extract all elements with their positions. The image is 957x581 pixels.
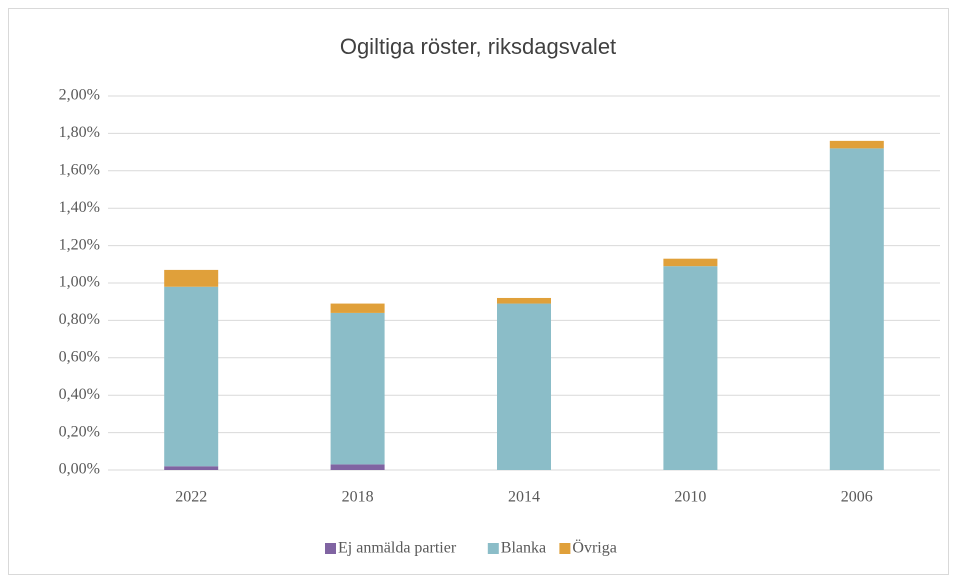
bar-segment <box>497 297 551 304</box>
bar-segment <box>164 269 219 287</box>
legend-swatch <box>559 543 571 554</box>
y-tick-label: 0,40% <box>59 386 100 403</box>
y-tick-label: 1,40% <box>59 199 100 216</box>
y-tick-label: 1,80% <box>59 124 100 141</box>
bar-segment <box>497 303 551 470</box>
legend-label: Ej anmälda partier <box>338 540 457 557</box>
bar-segment <box>330 464 385 470</box>
bar-segment <box>829 148 884 471</box>
y-tick-label: 2,00% <box>59 87 100 104</box>
x-tick-label: 2018 <box>342 489 374 506</box>
bar-segment <box>663 258 718 267</box>
bar-segment <box>330 312 385 465</box>
bar-segment <box>663 266 718 470</box>
x-tick-label: 2006 <box>841 489 873 506</box>
y-tick-label: 0,80% <box>59 311 100 328</box>
bar-segment <box>330 303 385 313</box>
chart-title: Ogiltiga röster, riksdagsvalet <box>340 34 616 59</box>
legend-swatch <box>325 543 336 554</box>
y-tick-label: 1,20% <box>59 236 100 253</box>
y-tick-label: 1,60% <box>59 161 100 178</box>
x-tick-label: 2022 <box>175 489 207 506</box>
bar-segment <box>164 286 219 467</box>
legend-swatch <box>487 543 499 554</box>
bar-segment <box>164 466 219 470</box>
y-tick-label: 0,00% <box>59 461 100 478</box>
y-tick-label: 0,20% <box>59 423 100 440</box>
chart-frame <box>8 8 949 575</box>
x-tick-label: 2014 <box>508 489 540 506</box>
x-tick-label: 2010 <box>674 489 706 506</box>
legend-label: Övriga <box>572 539 616 557</box>
y-tick-label: 1,00% <box>59 274 100 291</box>
bar-segment <box>829 140 884 149</box>
legend-label: Blanka <box>501 540 546 557</box>
y-tick-label: 0,60% <box>59 348 100 365</box>
